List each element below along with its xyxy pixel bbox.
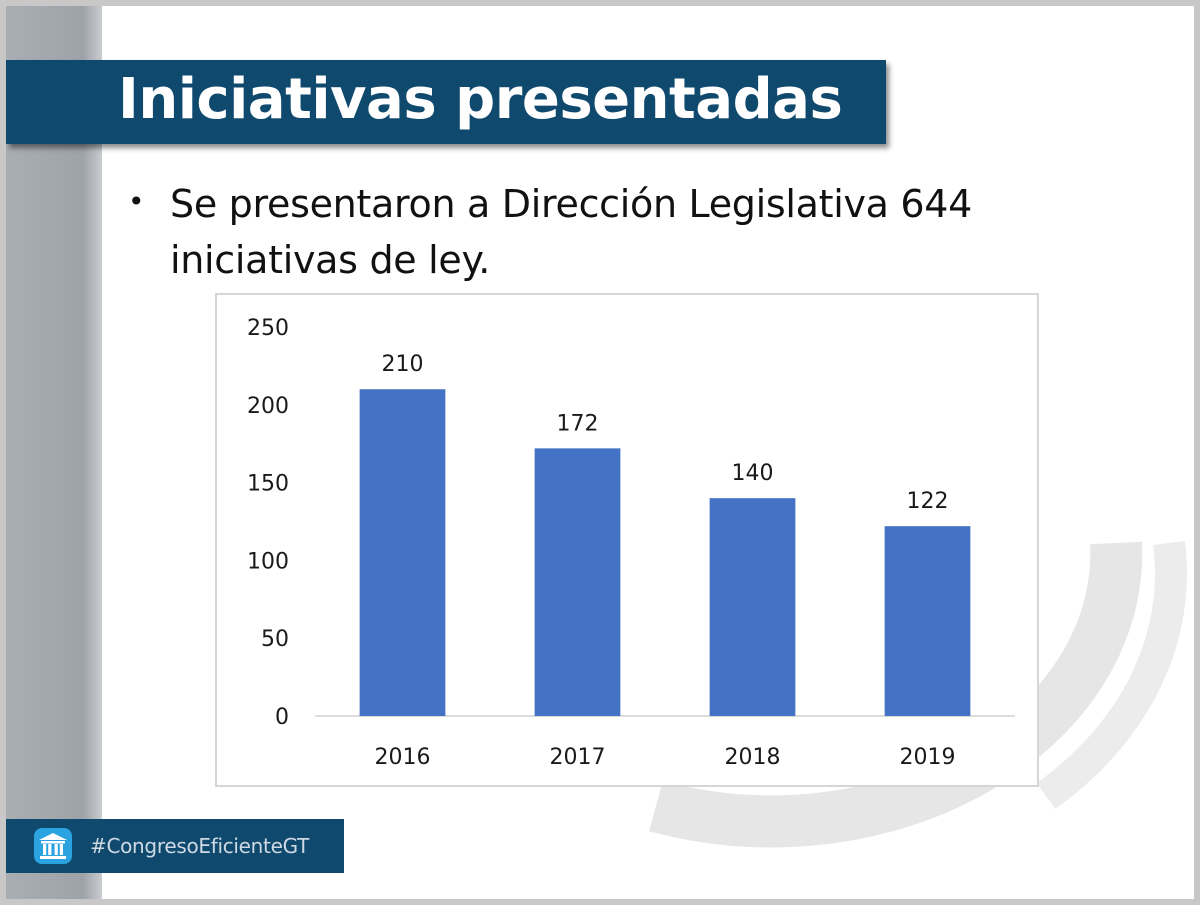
chart-svg: 0 50 100 150 200 250 210 172 140 122 2016 2017 201… (247, 316, 1015, 770)
left-decorative-bar (6, 6, 102, 899)
x-category-label: 2016 (375, 745, 431, 770)
data-label: 172 (557, 411, 599, 436)
slide-title: Iniciativas presentadas (118, 67, 843, 132)
y-tick-label: 150 (247, 472, 289, 497)
hashtag-badge: #CongresoEficienteGT (6, 819, 344, 873)
bar-2016 (359, 389, 446, 716)
x-category-label: 2018 (725, 745, 781, 770)
bar-2017 (534, 448, 621, 716)
y-tick-label: 100 (247, 549, 289, 574)
congress-building-icon (34, 828, 72, 864)
bullet-text: Se presentaron a Dirección Legislativa 6… (170, 182, 973, 282)
bar-chart: 0 50 100 150 200 250 210 172 140 122 2016 2017 201… (215, 293, 1039, 787)
y-tick-label: 250 (247, 316, 289, 341)
bar-2019 (884, 526, 971, 716)
x-category-label: 2017 (550, 745, 606, 770)
hashtag-text: #CongresoEficienteGT (90, 834, 309, 858)
title-banner: Iniciativas presentadas (6, 60, 886, 144)
data-label: 210 (382, 352, 424, 377)
y-tick-label: 200 (247, 394, 289, 419)
x-category-label: 2019 (900, 745, 956, 770)
data-label: 140 (732, 461, 774, 486)
y-tick-label: 50 (261, 627, 289, 652)
data-label: 122 (907, 489, 949, 514)
y-tick-label: 0 (275, 705, 289, 730)
bar-2018 (709, 498, 796, 716)
bullet-marker: • (128, 185, 145, 218)
